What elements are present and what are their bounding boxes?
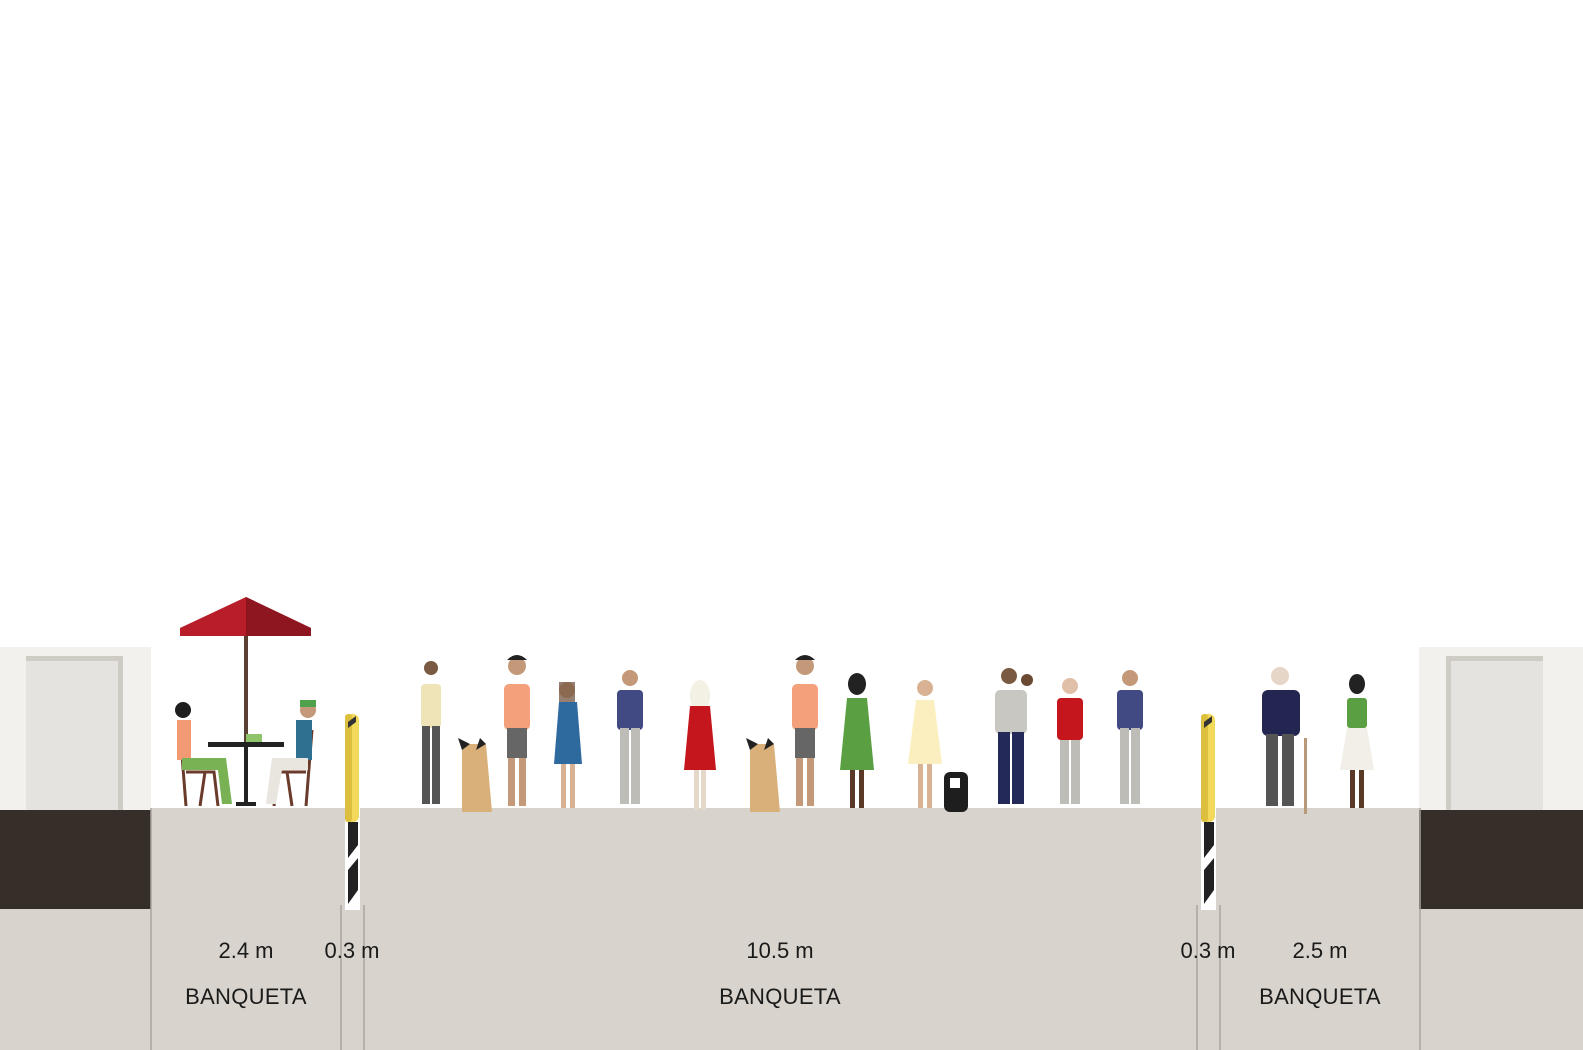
pedestrian [792,655,818,806]
pedestrian [617,670,643,804]
pavement [0,808,1583,1050]
pedestrian [1262,667,1307,814]
segment-planter-right[interactable] [1197,650,1220,1050]
pedestrian [995,668,1033,804]
building-right [1419,647,1583,909]
planter-strip-left [345,808,360,910]
bollard-left [345,714,359,822]
building-left [0,647,151,909]
segment-width-label[interactable]: 2.5 m [1292,938,1348,963]
pedestrian [1340,674,1374,808]
curb-right [1419,810,1583,909]
pedestrian [908,680,942,808]
segment-width-label[interactable]: 0.3 m [1180,938,1236,963]
pedestrians [421,655,1374,814]
planter-strip-right [1201,808,1216,910]
segment-dividers [150,808,1421,1050]
segment-name-label[interactable]: BANQUETA [1259,984,1381,1009]
pedestrian [554,682,582,808]
dog [458,738,492,812]
pedestrian [840,673,874,808]
pedestrian [684,680,716,810]
pedestrian [1057,678,1083,804]
segment-width-label[interactable]: 10.5 m [746,938,814,963]
bollard-right [1201,714,1215,822]
segment-name-label[interactable]: BANQUETA [719,984,841,1009]
segment-width-label[interactable]: 0.3 m [324,938,380,963]
segment-width-label[interactable]: 2.4 m [218,938,274,963]
pedestrian [1117,670,1143,804]
curb-left [0,810,151,909]
cafe-seating [175,597,316,807]
pedestrian [504,655,530,806]
segment-planter-left[interactable] [341,650,364,1050]
dog [746,738,780,812]
pedestrian [421,661,441,804]
dog [944,772,968,812]
segment-name-label[interactable]: BANQUETA [185,984,307,1009]
